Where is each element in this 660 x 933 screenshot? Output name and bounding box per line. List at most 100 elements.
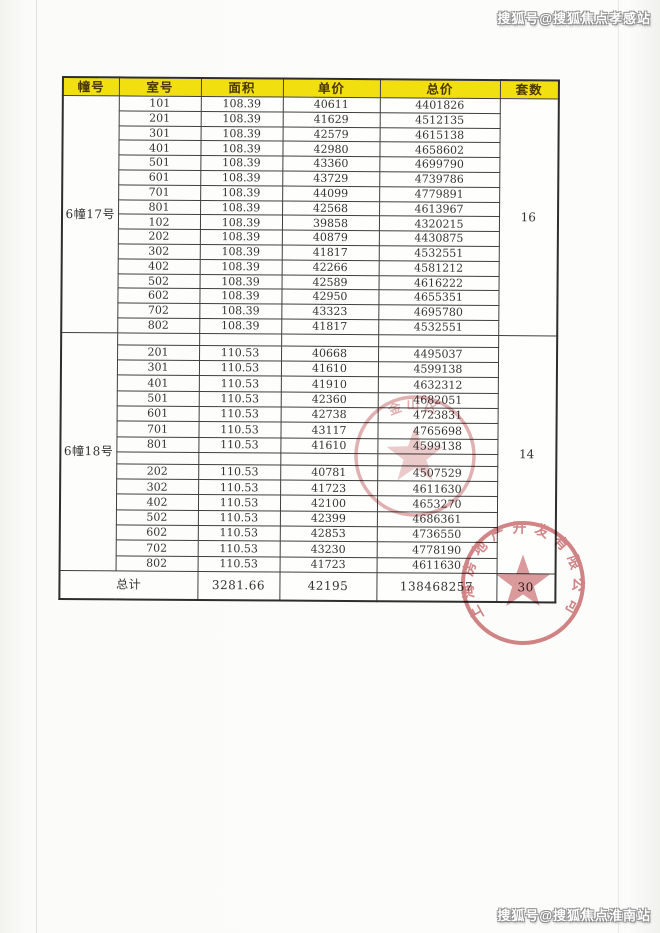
room-cell: 802	[117, 317, 200, 334]
building-cell: 6幢17号	[61, 95, 119, 333]
unit-price-cell: 42100	[279, 495, 378, 512]
area-cell: 108.39	[199, 214, 283, 231]
total-price-cell: 4682051	[377, 392, 498, 409]
unit-price-cell: 42568	[282, 200, 380, 217]
room-cell: 801	[116, 436, 199, 453]
room-cell: 501	[118, 155, 201, 171]
unit-price-cell: 42579	[282, 126, 380, 143]
unit-price-cell	[280, 452, 378, 466]
column-header: 面积	[200, 77, 283, 98]
room-cell: 201	[117, 344, 200, 361]
room-cell: 502	[115, 509, 198, 526]
area-cell: 108.39	[199, 274, 282, 290]
room-cell: 701	[116, 421, 199, 437]
area-cell: 108.39	[200, 155, 283, 172]
units-count-cell: 14	[496, 335, 558, 574]
column-header: 单价	[282, 78, 380, 98]
table-body: 6幢17号 101 108.39 40611 4401826 16 201 108.39 416…	[59, 95, 559, 603]
units-count-cell: 16	[498, 98, 559, 336]
total-row: 总计 3281.66 42195 138468257 30	[59, 570, 556, 603]
room-cell: 601	[118, 169, 201, 186]
total-price-cell: 4320215	[378, 216, 500, 232]
total-price-cell: 4723831	[377, 407, 498, 424]
room-cell: 301	[118, 125, 201, 141]
total-price-cell: 4613967	[379, 201, 500, 217]
room-cell: 702	[115, 540, 198, 557]
right-fold-line	[618, 0, 619, 933]
area-cell: 110.53	[198, 360, 282, 377]
unit-price-cell: 41610	[280, 437, 378, 454]
total-price-cell: 4507529	[377, 465, 498, 482]
unit-price-cell: 43729	[282, 171, 380, 187]
total-price-cell: 4495037	[378, 346, 499, 363]
room-cell	[116, 451, 199, 465]
room-cell: 301	[116, 359, 200, 376]
column-header: 套数	[499, 80, 559, 99]
total-price-cell	[377, 453, 498, 467]
area-cell: 108.39	[199, 244, 282, 260]
room-cell: 302	[117, 243, 200, 260]
room-cell: 401	[118, 140, 201, 156]
total-price-cell: 4599138	[377, 361, 499, 378]
area-cell: 110.53	[198, 421, 281, 438]
total-price-cell: 4430875	[378, 230, 499, 247]
total-price-cell: 4632312	[377, 377, 498, 394]
column-header: 幢号	[62, 77, 119, 96]
unit-price-cell: 42980	[282, 141, 380, 157]
area-cell: 108.39	[199, 318, 282, 334]
area-cell: 108.39	[200, 170, 283, 186]
unit-price-cell: 43360	[282, 156, 380, 172]
area-cell: 110.53	[197, 540, 280, 557]
room-cell: 601	[116, 405, 199, 422]
unit-price-cell: 41723	[280, 480, 378, 497]
price-table: 幢号 室号 面积 单价 总价 套数 6幢17号 101 108.39 40611 4401826 1…	[58, 76, 560, 604]
total-label-cell: 总计	[59, 570, 198, 601]
area-cell: 110.53	[197, 510, 280, 527]
total-price-cell: 138468257	[376, 572, 497, 603]
total-price-cell: 4658602	[379, 142, 500, 158]
unit-price-cell: 42399	[279, 510, 377, 527]
unit-price-cell: 41817	[281, 245, 379, 261]
unit-price-cell: 40879	[281, 230, 379, 246]
total-price-cell: 4699790	[379, 156, 500, 173]
building-cell: 6幢18号	[59, 332, 118, 571]
room-cell: 802	[115, 555, 198, 572]
unit-price-cell: 42738	[280, 406, 378, 423]
unit-price-cell: 42950	[281, 289, 379, 305]
room-cell: 402	[115, 494, 199, 511]
total-price-cell: 4611630	[377, 480, 498, 497]
area-cell: 108.39	[200, 111, 283, 127]
room-cell: 602	[117, 288, 200, 304]
room-cell: 401	[116, 375, 199, 392]
watermark-top: 搜狐号@搜狐焦点孝感站	[497, 11, 651, 26]
total-price-cell: 4779891	[379, 186, 500, 203]
area-cell: 110.53	[197, 494, 281, 511]
area-cell: 110.53	[198, 479, 281, 496]
room-cell: 302	[116, 479, 199, 495]
area-cell: 108.39	[199, 259, 282, 275]
room-cell: 801	[118, 199, 201, 215]
watermark-bottom: 搜狐号@搜狐焦点淮南站	[497, 908, 651, 923]
total-price-cell: 4599138	[377, 438, 498, 455]
room-cell: 102	[117, 214, 201, 230]
column-header: 总价	[379, 79, 500, 99]
area-cell: 108.39	[199, 229, 282, 246]
area-cell: 108.39	[199, 288, 282, 305]
total-price-cell: 4616222	[378, 275, 499, 291]
unit-price-cell: 42360	[280, 391, 378, 408]
room-cell: 402	[117, 258, 200, 275]
total-units-cell: 30	[496, 573, 556, 603]
unit-price-cell: 40781	[280, 464, 378, 481]
total-price-cell: 4653270	[376, 496, 498, 513]
area-cell: 108.39	[200, 140, 283, 157]
unit-price-cell	[281, 333, 379, 347]
total-price-cell: 4765698	[377, 422, 498, 440]
area-cell	[198, 452, 281, 465]
total-price-cell: 4401826	[379, 97, 500, 114]
unit-price-cell: 43323	[281, 304, 379, 320]
room-cell: 602	[115, 524, 198, 541]
total-price-cell: 4778190	[376, 542, 497, 559]
area-cell: 110.53	[197, 556, 280, 572]
total-price-cell: 4611630	[376, 557, 497, 574]
